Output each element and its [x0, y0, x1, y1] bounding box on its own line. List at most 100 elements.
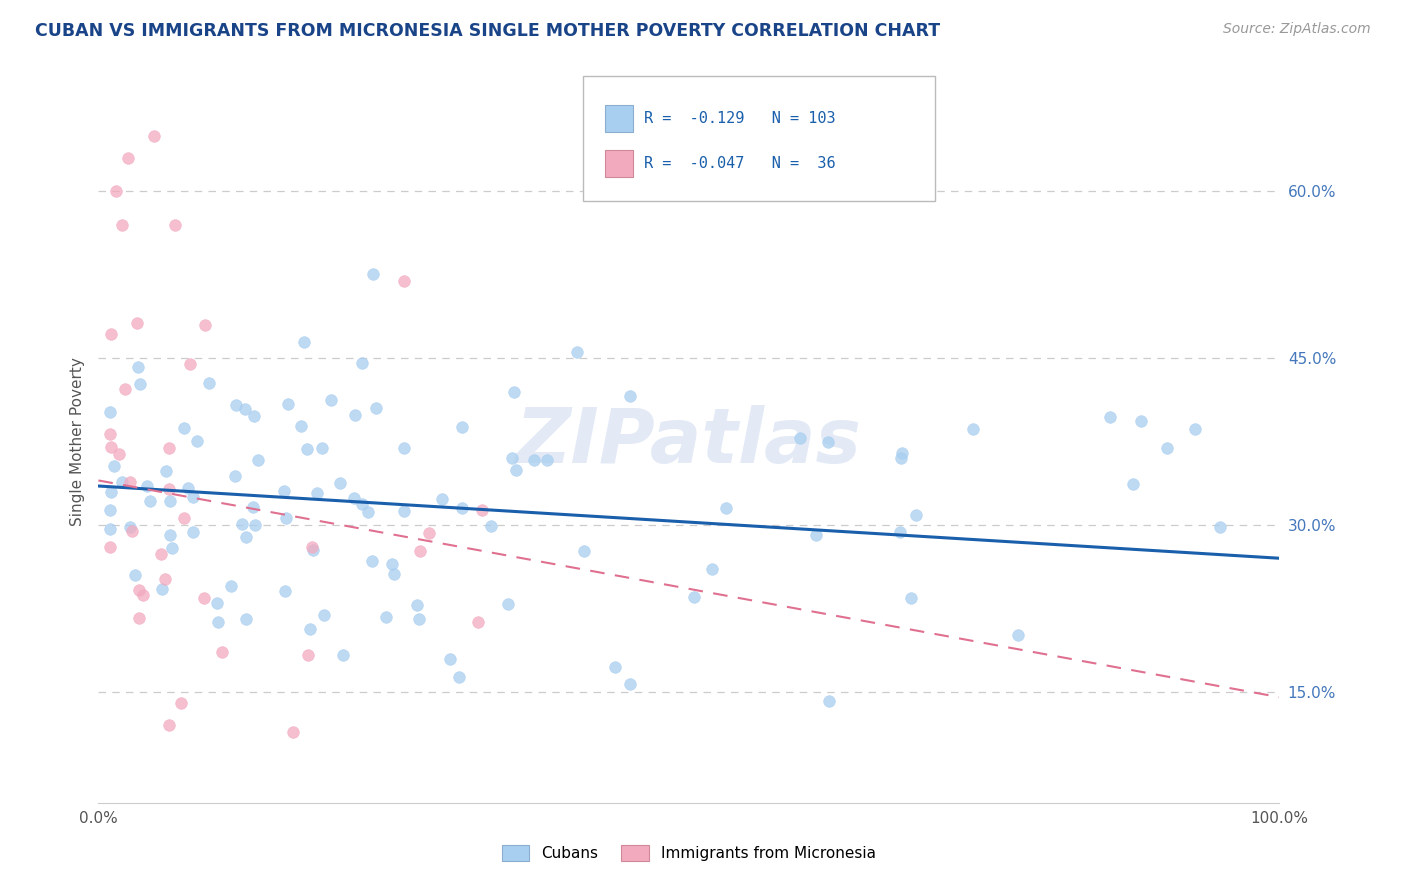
Point — [157, 482, 180, 496]
Point — [382, 567, 405, 582]
Point — [207, 596, 229, 610]
Point — [301, 540, 323, 554]
Point — [235, 612, 257, 626]
Point — [211, 645, 233, 659]
Point — [1130, 413, 1153, 427]
Point — [405, 598, 427, 612]
Point — [98, 426, 121, 441]
Point — [361, 267, 384, 281]
Point — [245, 517, 267, 532]
Point — [1122, 477, 1144, 491]
Point — [173, 421, 195, 435]
Point — [312, 607, 335, 622]
Point — [432, 492, 454, 507]
Point — [153, 572, 176, 586]
Point — [100, 484, 122, 499]
Point — [343, 491, 366, 506]
Point — [1209, 519, 1232, 533]
Point — [523, 453, 546, 467]
Point — [682, 590, 704, 604]
Point — [233, 402, 256, 417]
Point — [98, 405, 121, 419]
Point — [295, 442, 318, 456]
Point — [890, 446, 912, 460]
Point — [451, 420, 474, 434]
Point — [392, 274, 415, 288]
Point — [700, 562, 723, 576]
Point — [1098, 410, 1121, 425]
Text: R =  -0.047   N =  36: R = -0.047 N = 36 — [644, 156, 835, 170]
Point — [105, 185, 128, 199]
Point — [98, 503, 121, 517]
Point — [142, 128, 165, 143]
Point — [329, 475, 352, 490]
Point — [118, 520, 141, 534]
Point — [121, 524, 143, 539]
Point — [194, 318, 217, 332]
Point — [619, 677, 641, 691]
Point — [170, 696, 193, 710]
Point — [198, 376, 221, 391]
Point — [352, 497, 374, 511]
Point — [714, 501, 737, 516]
Point — [159, 493, 181, 508]
Point — [100, 440, 122, 454]
Point — [1156, 441, 1178, 455]
Point — [159, 528, 181, 542]
Point — [292, 334, 315, 349]
Text: R =  -0.129   N = 103: R = -0.129 N = 103 — [644, 112, 835, 126]
Point — [177, 481, 200, 495]
Point — [155, 464, 177, 478]
Point — [603, 660, 626, 674]
Point — [962, 422, 984, 436]
Point — [290, 419, 312, 434]
Point — [124, 568, 146, 582]
Point — [496, 597, 519, 611]
Text: CUBAN VS IMMIGRANTS FROM MICRONESIA SINGLE MOTHER POVERTY CORRELATION CHART: CUBAN VS IMMIGRANTS FROM MICRONESIA SING… — [35, 22, 941, 40]
Legend: Cubans, Immigrants from Micronesia: Cubans, Immigrants from Micronesia — [496, 838, 882, 867]
Point — [224, 468, 246, 483]
Point — [110, 475, 132, 489]
Point — [193, 591, 215, 605]
Point — [817, 434, 839, 449]
Point — [392, 441, 415, 455]
Point — [274, 583, 297, 598]
Text: Source: ZipAtlas.com: Source: ZipAtlas.com — [1223, 22, 1371, 37]
Point — [505, 463, 527, 477]
Point — [183, 525, 205, 540]
Point — [162, 541, 184, 556]
Point — [818, 694, 841, 708]
Point — [103, 459, 125, 474]
Text: ZIPatlas: ZIPatlas — [516, 405, 862, 478]
Point — [114, 382, 136, 396]
Point — [479, 519, 502, 533]
Point — [900, 591, 922, 606]
Point — [1007, 628, 1029, 642]
Point — [392, 504, 415, 518]
Point — [163, 218, 186, 232]
Point — [332, 648, 354, 663]
Point — [449, 670, 471, 684]
Point — [356, 505, 378, 519]
Point — [111, 218, 134, 232]
Y-axis label: Single Mother Poverty: Single Mother Poverty — [69, 357, 84, 526]
Point — [890, 451, 912, 466]
Point — [247, 453, 270, 467]
Point — [574, 543, 596, 558]
Point — [98, 522, 121, 536]
Point — [409, 543, 432, 558]
Point — [128, 611, 150, 625]
Point — [321, 392, 343, 407]
Point — [273, 483, 295, 498]
Point — [366, 401, 388, 415]
Point — [350, 356, 373, 370]
Point — [789, 431, 811, 445]
Point — [567, 344, 589, 359]
Point — [207, 615, 229, 629]
Point — [439, 652, 461, 666]
Point — [619, 389, 641, 403]
Point — [277, 397, 299, 411]
Point — [159, 442, 181, 456]
Point — [467, 615, 489, 629]
Point — [536, 453, 558, 467]
